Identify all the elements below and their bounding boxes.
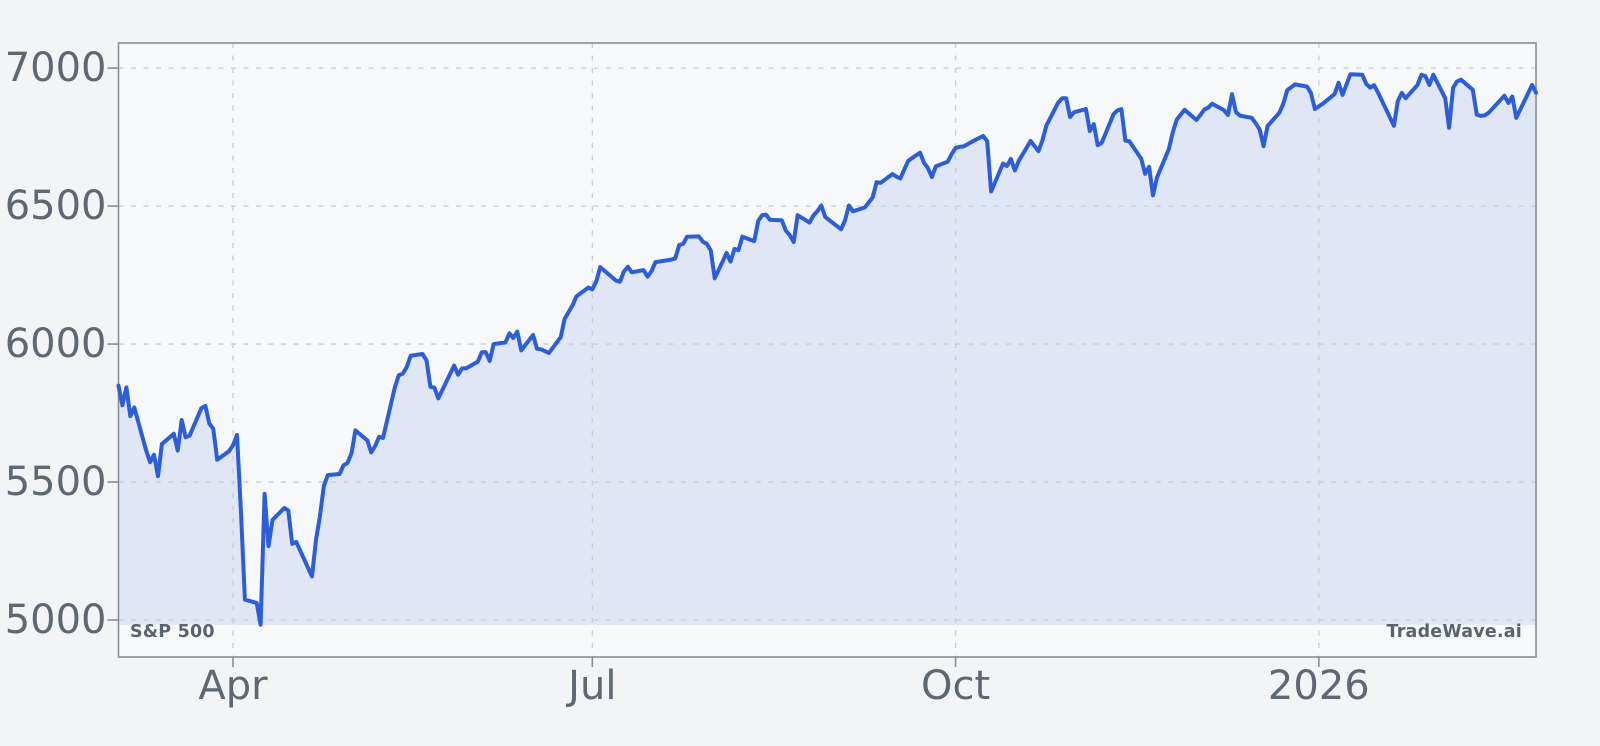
area-fill xyxy=(118,74,1536,625)
grid-lines xyxy=(118,43,1536,657)
x-axis-tick-label-oct: Oct xyxy=(920,663,991,709)
watermark-label: TradeWave.ai xyxy=(1386,622,1522,642)
price-line xyxy=(116,72,1538,627)
tick-marks xyxy=(107,67,1320,667)
axes-frame xyxy=(117,42,1537,658)
plot-background xyxy=(118,43,1536,657)
x-axis-tick-label-apr: Apr xyxy=(198,663,268,709)
y-axis-tick-label-6000: 6000 xyxy=(4,321,107,368)
x-axis-tick-label-jul: Jul xyxy=(568,663,617,709)
y-axis-tick-label-7000: 7000 xyxy=(4,45,107,92)
y-axis-tick-label-5500: 5500 xyxy=(4,459,107,506)
series-label: S&P 500 xyxy=(130,622,215,642)
y-axis-tick-label-6500: 6500 xyxy=(4,183,107,230)
y-axis-tick-label-5000: 5000 xyxy=(4,597,107,644)
x-axis-tick-label-2026: 2026 xyxy=(1267,663,1370,709)
